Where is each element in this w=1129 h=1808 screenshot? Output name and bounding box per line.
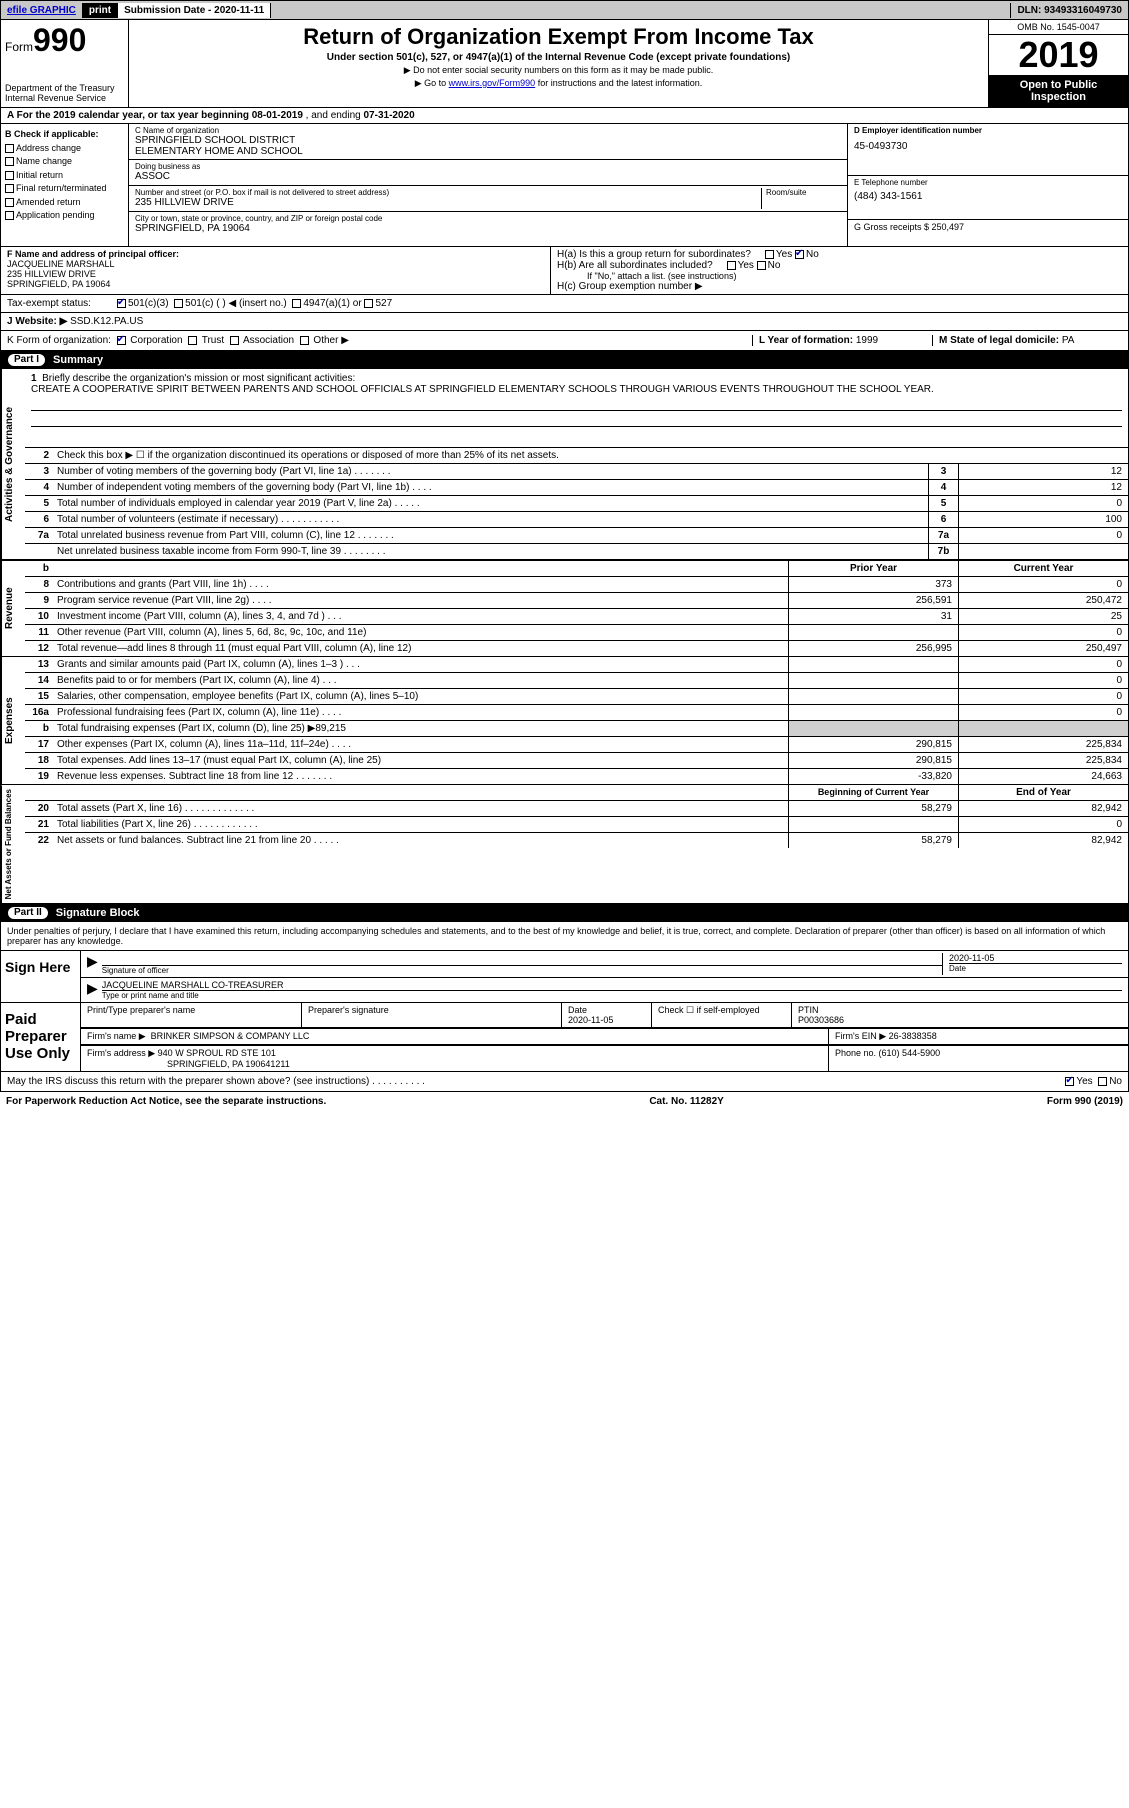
gov-row: 6Total number of volunteers (estimate if…	[25, 512, 1128, 528]
expense-row: 14Benefits paid to or for members (Part …	[25, 673, 1128, 689]
telephone: (484) 343-1561	[854, 191, 1122, 202]
perjury-declaration: Under penalties of perjury, I declare th…	[1, 922, 1128, 950]
header-right: OMB No. 1545-0047 2019 Open to Public In…	[988, 20, 1128, 107]
dept-label: Department of the Treasury Internal Reve…	[5, 83, 124, 103]
open-public: Open to Public Inspection	[989, 75, 1128, 107]
tax-year: 2019	[989, 35, 1128, 75]
vtab-governance: Activities & Governance	[1, 369, 25, 559]
irs-link[interactable]: www.irs.gov/Form990	[449, 78, 536, 88]
firm-phone: (610) 544-5900	[879, 1048, 941, 1058]
vtab-netassets: Net Assets or Fund Balances	[1, 785, 25, 903]
efile-label: efile GRAPHIC	[1, 3, 83, 18]
footer: For Paperwork Reduction Act Notice, see …	[0, 1092, 1129, 1111]
top-bar: efile GRAPHIC print Submission Date - 20…	[0, 0, 1129, 20]
revenue-row: 9Program service revenue (Part VIII, lin…	[25, 593, 1128, 609]
year-formation: 1999	[856, 335, 878, 346]
website: SSD.K12.PA.US	[70, 316, 143, 327]
city-state-zip: SPRINGFIELD, PA 19064	[135, 223, 841, 234]
submission-date: Submission Date - 2020-11-11	[118, 3, 271, 18]
col-c-org: C Name of organization SPRINGFIELD SCHOO…	[129, 124, 848, 246]
form-ref: Form 990 (2019)	[1047, 1096, 1123, 1107]
row-a-period: A For the 2019 calendar year, or tax yea…	[0, 108, 1129, 124]
sig-date: 2020-11-05	[949, 953, 1122, 963]
expense-row: 15Salaries, other compensation, employee…	[25, 689, 1128, 705]
gov-row: 5Total number of individuals employed in…	[25, 496, 1128, 512]
revenue-row: 11Other revenue (Part VIII, column (A), …	[25, 625, 1128, 641]
gov-row: 4Number of independent voting members of…	[25, 480, 1128, 496]
officer-name-title: JACQUELINE MARSHALL CO-TREASURER	[102, 980, 1122, 990]
header-mid: Return of Organization Exempt From Incom…	[129, 20, 988, 107]
efile-link[interactable]: efile GRAPHIC	[7, 5, 76, 16]
header-left: Form990 Department of the Treasury Inter…	[1, 20, 129, 107]
form-title: Return of Organization Exempt From Incom…	[133, 24, 984, 50]
pra-notice: For Paperwork Reduction Act Notice, see …	[6, 1096, 326, 1107]
expense-row: 16aProfessional fundraising fees (Part I…	[25, 705, 1128, 721]
revenue-row: 8Contributions and grants (Part VIII, li…	[25, 577, 1128, 593]
revenue-row: 10Investment income (Part VIII, column (…	[25, 609, 1128, 625]
org-name: SPRINGFIELD SCHOOL DISTRICT ELEMENTARY H…	[135, 135, 841, 157]
dba: ASSOC	[135, 171, 841, 182]
form-subtitle: Under section 501(c), 527, or 4947(a)(1)…	[133, 52, 984, 63]
expense-row: 17Other expenses (Part IX, column (A), l…	[25, 737, 1128, 753]
ptin: P00303686	[798, 1015, 1122, 1025]
netassets-row: 21Total liabilities (Part X, line 26) . …	[25, 817, 1128, 833]
note-ssn: ▶ Do not enter social security numbers o…	[133, 65, 984, 76]
row-fh: F Name and address of principal officer:…	[0, 247, 1129, 295]
firm-name: BRINKER SIMPSON & COMPANY LLC	[151, 1031, 310, 1041]
mission-text: CREATE A COOPERATIVE SPIRIT BETWEEN PARE…	[31, 384, 934, 395]
summary-governance: Activities & Governance 1 Briefly descri…	[0, 369, 1129, 560]
mission-block: 1 Briefly describe the organization's mi…	[25, 369, 1128, 448]
form-header: Form990 Department of the Treasury Inter…	[0, 20, 1129, 108]
pycy-header: b Prior Year Current Year	[25, 561, 1128, 577]
omb-number: OMB No. 1545-0047	[989, 20, 1128, 35]
gross-receipts: 250,497	[932, 222, 965, 232]
part1-header: Part ISummary	[0, 351, 1129, 369]
firm-addr2: SPRINGFIELD, PA 190641211	[87, 1059, 290, 1069]
expense-row: 18Total expenses. Add lines 13–17 (must …	[25, 753, 1128, 769]
col-f-officer: F Name and address of principal officer:…	[1, 247, 551, 294]
col-h-group: H(a) Is this a group return for subordin…	[551, 247, 1128, 294]
street-address: 235 HILLVIEW DRIVE	[135, 197, 761, 208]
expense-row: 19Revenue less expenses. Subtract line 1…	[25, 769, 1128, 784]
revenue-row: 12Total revenue—add lines 8 through 11 (…	[25, 641, 1128, 656]
state-domicile: PA	[1062, 335, 1075, 346]
ein: 45-0493730	[854, 141, 1122, 152]
vtab-revenue: Revenue	[1, 561, 25, 656]
officer-name: JACQUELINE MARSHALL	[7, 259, 115, 269]
part2-header: Part IISignature Block	[0, 904, 1129, 922]
note-link: ▶ Go to www.irs.gov/Form990 for instruct…	[133, 78, 984, 89]
firm-addr1: 940 W SPROUL RD STE 101	[158, 1048, 276, 1058]
vtab-expenses: Expenses	[1, 657, 25, 784]
print-button[interactable]: print	[83, 3, 118, 18]
paid-preparer-label: Paid Preparer Use Only	[1, 1003, 81, 1071]
na-header: Beginning of Current Year End of Year	[25, 785, 1128, 801]
netassets-row: 22Net assets or fund balances. Subtract …	[25, 833, 1128, 848]
gov-row: 7aTotal unrelated business revenue from …	[25, 528, 1128, 544]
gov-row: 3Number of voting members of the governi…	[25, 464, 1128, 480]
row-j-website: J Website: ▶ SSD.K12.PA.US	[0, 313, 1129, 331]
cat-no: Cat. No. 11282Y	[649, 1096, 723, 1107]
firm-ein: 26-3838358	[889, 1031, 937, 1041]
gov-row: 2Check this box ▶ ☐ if the organization …	[25, 448, 1128, 464]
gov-row: Net unrelated business taxable income fr…	[25, 544, 1128, 559]
row-klm: K Form of organization: Corporation Trus…	[0, 331, 1129, 351]
expense-row: 13Grants and similar amounts paid (Part …	[25, 657, 1128, 673]
netassets-row: 20Total assets (Part X, line 16) . . . .…	[25, 801, 1128, 817]
sign-here-label: Sign Here	[1, 951, 81, 1002]
signature-block: Under penalties of perjury, I declare th…	[0, 922, 1129, 1092]
block-bcde: B Check if applicable: Address change Na…	[0, 124, 1129, 247]
discuss-question: May the IRS discuss this return with the…	[7, 1076, 1065, 1087]
row-i-tax-status: Tax-exempt status: 501(c)(3) 501(c) ( ) …	[0, 295, 1129, 313]
dln: DLN: 93493316049730	[1010, 3, 1128, 18]
col-b-checkboxes: B Check if applicable: Address change Na…	[1, 124, 129, 246]
col-de: D Employer identification number 45-0493…	[848, 124, 1128, 246]
expense-row: bTotal fundraising expenses (Part IX, co…	[25, 721, 1128, 737]
prep-date: 2020-11-05	[568, 1015, 645, 1025]
